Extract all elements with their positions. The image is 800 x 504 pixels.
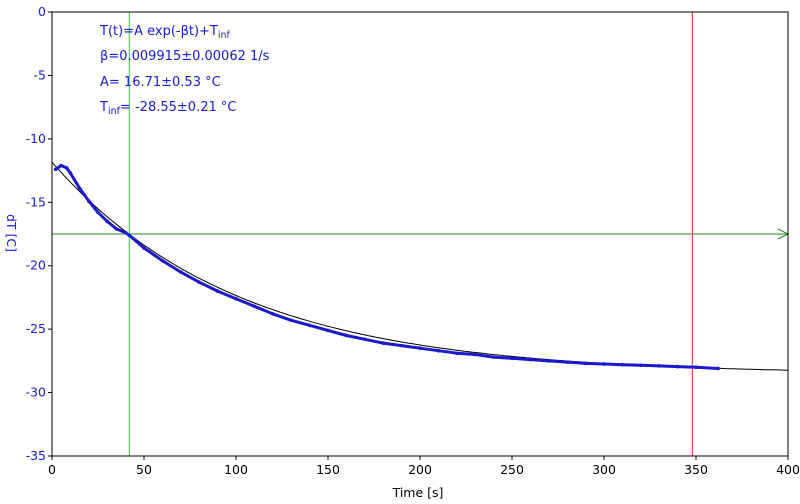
data-point: [252, 304, 257, 309]
data-series-layer: [53, 163, 720, 371]
data-point: [639, 363, 643, 368]
data-point: [657, 364, 661, 368]
data-point: [96, 210, 100, 215]
data-point: [675, 364, 680, 369]
data-point: [399, 343, 404, 348]
data-point: [716, 366, 720, 371]
fit-curve-layer: [51, 161, 789, 371]
data-point: [344, 333, 349, 338]
data-point: [59, 163, 63, 168]
data-point: [142, 246, 146, 250]
data-point: [68, 171, 73, 175]
x-tick-label: 400: [776, 462, 800, 477]
y-tick-label: -10: [26, 131, 46, 146]
data-point: [53, 167, 58, 172]
data-point: [547, 359, 551, 363]
data-point: [179, 270, 183, 274]
data-point: [436, 348, 441, 353]
data-point: [105, 219, 109, 224]
data-point: [197, 280, 201, 285]
x-axis-title: Time [s]: [392, 485, 444, 500]
data-point: [326, 328, 330, 333]
data-point: [77, 186, 82, 191]
data-point: [491, 355, 496, 359]
data-point: [215, 289, 220, 293]
data-point: [528, 357, 533, 362]
data-point: [127, 233, 132, 238]
y-tick-label: 0: [38, 4, 46, 19]
y-tick-label: -15: [26, 194, 46, 209]
fit-amplitude: A= 16.71±0.53 °C: [100, 75, 221, 90]
fit-curve: [51, 161, 789, 371]
fit-beta: β=0.009915±0.00062 1/s: [100, 49, 270, 64]
fit-formula: T(t)=A exp(-βt)+Tinf: [99, 24, 231, 41]
data-point: [234, 296, 238, 301]
x-tick-label: 350: [684, 462, 708, 477]
data-point: [455, 351, 459, 356]
axes-layer: 0-5-10-15-20-25-30-350 50 100 150 200 250 300 3…: [26, 4, 800, 477]
data-point: [363, 337, 367, 342]
data-point: [289, 318, 294, 323]
data-point: [307, 323, 312, 328]
data-point: [160, 258, 165, 263]
x-tick-label: 200: [408, 462, 432, 477]
y-tick-label: -25: [26, 321, 46, 336]
data-point: [114, 227, 119, 231]
data-point: [694, 365, 698, 370]
data-point: [583, 361, 588, 366]
data-point: [123, 230, 128, 235]
x-tick-label: 0: [48, 462, 56, 477]
y-tick-label: -35: [26, 448, 46, 463]
data-point: [64, 166, 69, 170]
x-tick-label: 300: [592, 462, 616, 477]
data-point: [87, 199, 91, 203]
data-series-line: [54, 164, 719, 370]
data-point: [565, 360, 569, 364]
data-point: [602, 362, 606, 366]
y-tick-label: -20: [26, 258, 46, 273]
x-tick-label: 150: [316, 462, 340, 477]
data-point: [510, 356, 514, 361]
fit-annotation: T(t)=A exp(-βt)+Tinf β=0.009915±0.00062 …: [99, 24, 270, 117]
y-tick-label: -5: [34, 67, 46, 82]
data-point: [418, 346, 422, 350]
fit-tinf: Tinf= -28.55±0.21 °C: [99, 100, 236, 117]
data-point: [271, 312, 275, 316]
y-tick-label: -30: [26, 385, 46, 400]
data-point: [473, 352, 478, 357]
data-point: [620, 362, 625, 367]
y-axis-title: dT [C]: [4, 214, 19, 252]
x-tick-label: 100: [224, 462, 248, 477]
x-tick-label: 50: [136, 462, 152, 477]
x-tick-label: 250: [500, 462, 524, 477]
data-point: [381, 341, 386, 345]
